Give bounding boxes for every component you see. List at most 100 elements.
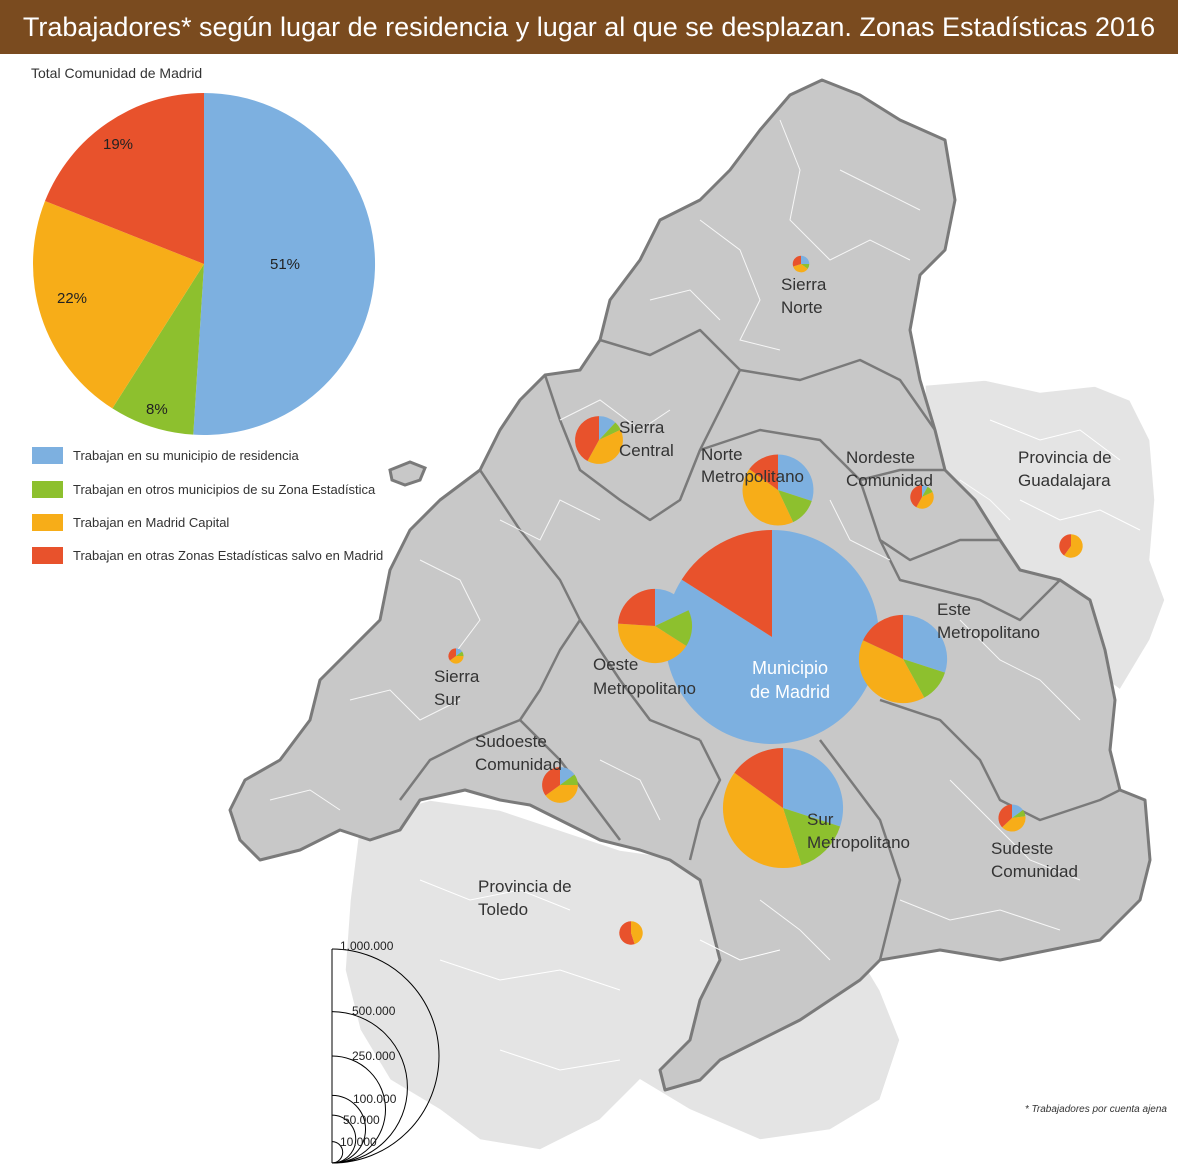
municipal-boundaries xyxy=(269,119,1081,961)
label-municipio-de-madrid-1: Municipio xyxy=(752,658,828,678)
scale-label-1000000: 1.000.000 xyxy=(340,939,394,953)
total-pie-slice-residence xyxy=(193,93,376,435)
zone-pie-sierra-norte-slice-same-zone xyxy=(801,264,810,269)
label-este-metropolitano-2: Metropolitano xyxy=(937,623,1040,642)
label-nordeste-comunidad-1: Nordeste xyxy=(846,448,915,467)
zone-pie-municipio-de-madrid-slice-other-zones xyxy=(681,530,772,637)
map-title: Trabajadores* según lugar de residencia … xyxy=(22,12,1156,42)
zone-pie-municipio-de-madrid xyxy=(665,530,880,745)
label-sudoeste-comunidad-1: Sudoeste xyxy=(475,732,547,751)
zone-pie-oeste-metropolitano-slice-madrid-capital xyxy=(617,623,687,664)
zone-pie-sudeste-comunidad xyxy=(998,804,1026,832)
zone-pie-provincia-guadalajara-slice-other-zones xyxy=(1059,534,1071,556)
label-oeste-metropolitano-1: Oeste xyxy=(593,655,638,674)
legend-label-other-zones: Trabajan en otras Zonas Estadísticas sal… xyxy=(73,548,383,563)
zone-pie-oeste-metropolitano-slice-same-zone xyxy=(655,610,693,646)
zone-pie-sudeste-comunidad-slice-residence xyxy=(1012,804,1023,818)
legend-swatch-residence xyxy=(32,447,63,464)
label-toledo-2: Toledo xyxy=(478,900,528,919)
legend-label-madrid-capital: Trabajan en Madrid Capital xyxy=(73,515,229,530)
zone-pie-sur-metropolitano xyxy=(722,747,844,869)
scale-label-250000: 250.000 xyxy=(352,1049,396,1063)
label-toledo-1: Provincia de xyxy=(478,877,572,896)
label-sudeste-comunidad-2: Comunidad xyxy=(991,862,1078,881)
size-scale-arc-100.000 xyxy=(331,1094,367,1164)
zone-labels: Sierra Norte Sierra Central Norte Metrop… xyxy=(434,275,1112,919)
zone-pies xyxy=(448,255,1083,945)
label-guadalajara-2: Guadalajara xyxy=(1018,471,1111,490)
zone-pie-provincia-guadalajara xyxy=(1059,534,1083,558)
zone-pie-sudeste-comunidad-slice-same-zone xyxy=(1012,810,1026,818)
label-sur-metropolitano-2: Metropolitano xyxy=(807,833,910,852)
zone-pie-norte-metropolitano xyxy=(742,454,814,526)
label-sierra-sur-2: Sur xyxy=(434,690,461,709)
zone-pie-sur-metropolitano-slice-madrid-capital xyxy=(722,772,802,869)
zone-pie-sudoeste-comunidad xyxy=(542,767,578,803)
label-sudeste-comunidad-1: Sudeste xyxy=(991,839,1053,858)
zone-pie-sierra-sur-slice-madrid-capital xyxy=(449,656,464,664)
zone-pie-provincia-toledo-slice-madrid-capital xyxy=(631,921,643,945)
total-pie-slice-same-zone xyxy=(112,264,204,435)
zone-pie-municipio-de-madrid-slice-residence xyxy=(665,530,880,745)
size-scale-arc-50.000 xyxy=(331,1114,357,1164)
total-pie-label-madrid-capital: 22% xyxy=(57,290,87,307)
zone-pie-nordeste-comunidad xyxy=(910,485,934,509)
label-oeste-metropolitano-2: Metropolitano xyxy=(593,679,696,698)
legend-swatch-same-zone xyxy=(32,481,63,498)
zone-pie-provincia-guadalajara-slice-madrid-capital xyxy=(1064,534,1083,558)
zone-pie-este-metropolitano-slice-residence xyxy=(903,614,948,673)
zone-pie-nordeste-comunidad-slice-other-zones xyxy=(910,485,922,508)
zone-pie-sudeste-comunidad-slice-madrid-capital xyxy=(1002,816,1026,832)
zone-pie-sierra-sur-slice-same-zone xyxy=(456,651,464,656)
label-norte-metropolitano-1: Norte xyxy=(701,445,743,464)
total-pie-label-same-zone: 8% xyxy=(146,401,168,418)
label-municipio-de-madrid-2: de Madrid xyxy=(750,682,830,702)
zone-pie-este-metropolitano xyxy=(858,614,948,704)
zone-pie-nordeste-comunidad-slice-madrid-capital xyxy=(916,492,934,509)
total-pie-panel: Total Comunidad de Madrid 51% 8% 22% 19% xyxy=(31,65,376,435)
scale-label-50000: 50.000 xyxy=(343,1113,380,1127)
zone-pie-norte-metropolitano-slice-same-zone xyxy=(778,490,812,523)
zone-pie-provincia-toledo xyxy=(619,921,643,945)
label-norte-metropolitano-2: Metropolitano xyxy=(701,467,804,486)
label-este-metropolitano-1: Este xyxy=(937,600,971,619)
zone-pie-sierra-norte xyxy=(792,255,810,273)
size-scale-arc-1.000.000 xyxy=(331,948,440,1164)
size-scale-arcs xyxy=(331,948,440,1164)
zone-pie-oeste-metropolitano-slice-residence xyxy=(655,588,689,626)
label-sudoeste-comunidad-2: Comunidad xyxy=(475,755,562,774)
label-sierra-central-1: Sierra xyxy=(619,418,665,437)
zone-pie-sierra-central-slice-same-zone xyxy=(599,422,621,440)
label-sierra-norte-2: Norte xyxy=(781,298,823,317)
label-guadalajara-1: Provincia de xyxy=(1018,448,1112,467)
legend-label-residence: Trabajan en su municipio de residencia xyxy=(73,448,299,463)
zone-pie-sierra-sur-slice-other-zones xyxy=(448,648,456,661)
zone-pie-norte-metropolitano-slice-residence xyxy=(778,454,814,501)
total-pie-slice-madrid-capital xyxy=(33,201,204,409)
zone-pie-sudoeste-comunidad-slice-other-zones xyxy=(542,767,560,796)
zone-pie-nordeste-comunidad-slice-residence xyxy=(922,485,928,497)
zone-pie-sur-metropolitano-slice-other-zones xyxy=(734,747,783,808)
size-scale: 10.000 50.000 100.000 250.000 500.000 1.… xyxy=(331,939,440,1164)
total-pie-label-other-zones: 19% xyxy=(103,136,133,153)
size-scale-arc-250.000 xyxy=(331,1055,386,1164)
legend-swatch-madrid-capital xyxy=(32,514,63,531)
zone-pie-norte-metropolitano-slice-madrid-capital xyxy=(742,469,794,526)
total-pie-slice-other-zones xyxy=(45,92,205,264)
zone-pie-este-metropolitano-slice-same-zone xyxy=(903,659,945,698)
legend-swatch-other-zones xyxy=(32,547,63,564)
outside-municipal-boundaries xyxy=(419,419,1141,1071)
total-pie-chart xyxy=(33,92,376,435)
zone-pie-sudoeste-comunidad-slice-madrid-capital xyxy=(545,785,578,803)
zone-pie-provincia-toledo-slice-other-zones xyxy=(619,921,635,945)
size-scale-arc-500.000 xyxy=(331,1011,408,1164)
zone-pie-oeste-metropolitano xyxy=(617,588,693,664)
zone-pie-sierra-norte-slice-other-zones xyxy=(792,255,801,267)
zone-pie-sur-metropolitano-slice-same-zone xyxy=(783,808,841,866)
zone-pie-oeste-metropolitano-slice-other-zones xyxy=(618,588,655,626)
zone-pie-sierra-central-slice-other-zones xyxy=(575,416,599,461)
zone-pie-norte-metropolitano-slice-other-zones xyxy=(749,454,778,490)
zone-pie-sudoeste-comunidad-slice-residence xyxy=(560,767,575,785)
scale-label-10000: 10.000 xyxy=(340,1135,377,1149)
madrid-inner-enclave xyxy=(388,460,427,487)
